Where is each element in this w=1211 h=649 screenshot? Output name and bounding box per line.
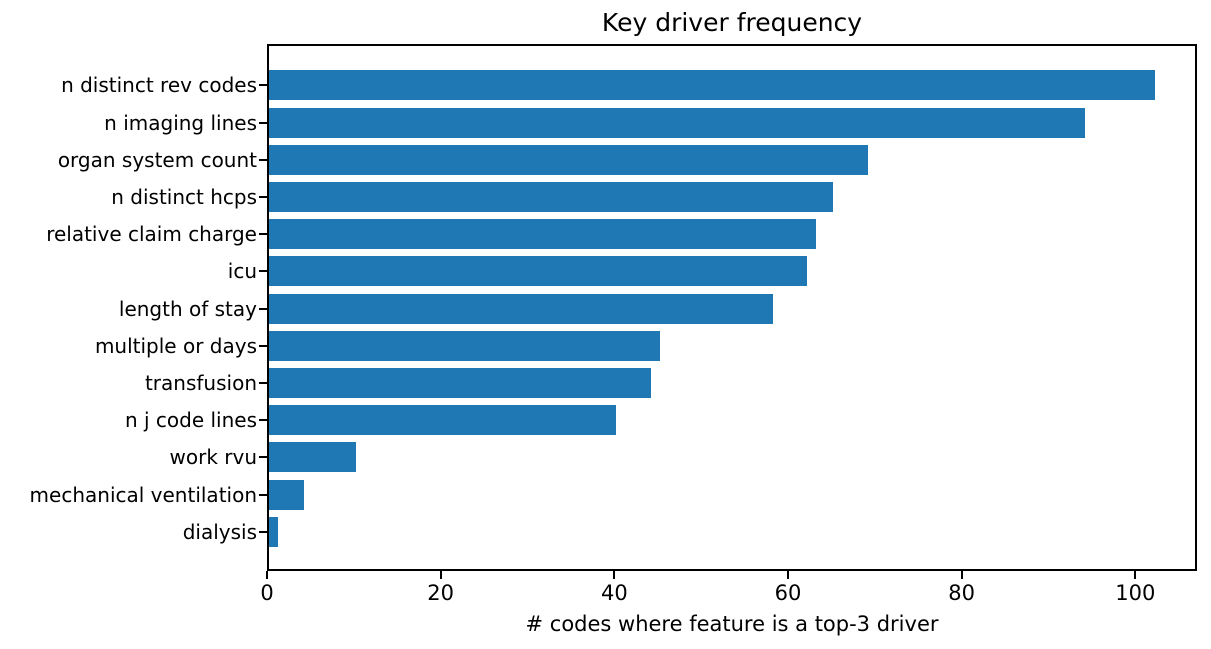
y-tick-mark	[259, 121, 267, 124]
y-tick-label: mechanical ventilation	[29, 482, 257, 507]
y-tick-mark	[259, 307, 267, 310]
bar-n-distinct-hcps	[269, 181, 834, 212]
bar-organ-system-count	[269, 144, 869, 175]
bar-mechanical-ventilation	[269, 479, 304, 510]
y-tick-label: organ system count	[57, 147, 257, 172]
y-tick-label: length of stay	[118, 296, 257, 321]
x-tick-label: 20	[427, 581, 455, 605]
bar-dialysis	[269, 516, 278, 547]
bar-n-distinct-rev-codes	[269, 70, 1155, 101]
bar-n-j-code-lines	[269, 405, 617, 436]
x-tick-label: 60	[774, 581, 802, 605]
x-tick-mark	[960, 571, 963, 579]
y-tick-mark	[259, 195, 267, 198]
bar-work-rvu	[269, 442, 356, 473]
bar-n-imaging-lines	[269, 107, 1086, 138]
y-tick-label: dialysis	[182, 519, 257, 544]
y-tick-mark	[259, 530, 267, 533]
x-tick-label: 40	[600, 581, 628, 605]
y-tick-label: n imaging lines	[104, 110, 257, 135]
y-tick-mark	[259, 419, 267, 422]
x-tick-mark	[266, 571, 268, 579]
x-tick-mark	[787, 571, 789, 579]
x-tick-label: 100	[1115, 581, 1156, 605]
x-axis-label: # codes where feature is a top-3 driver	[525, 612, 939, 636]
chart-title: Key driver frequency	[601, 8, 863, 37]
y-tick-label: relative claim charge	[46, 222, 257, 247]
y-tick-mark	[259, 344, 267, 347]
bar-transfusion	[269, 367, 652, 398]
y-tick-mark	[259, 270, 267, 273]
y-tick-label: icu	[227, 259, 257, 284]
y-tick-label: n distinct rev codes	[61, 73, 257, 98]
x-tick-label: 0	[260, 581, 274, 605]
y-tick-mark	[259, 233, 267, 236]
y-tick-mark	[259, 158, 267, 161]
bar-length-of-stay	[269, 293, 773, 324]
plot-area	[267, 44, 1197, 571]
x-tick-mark	[439, 571, 442, 579]
bar-icu	[269, 256, 808, 287]
y-tick-label: n j code lines	[124, 408, 257, 433]
x-tick-mark	[613, 571, 616, 579]
y-tick-mark	[259, 381, 267, 384]
y-tick-label: work rvu	[169, 445, 258, 470]
y-tick-label: multiple or days	[94, 333, 257, 358]
x-tick-mark	[1134, 571, 1137, 579]
y-tick-mark	[259, 456, 267, 459]
y-tick-mark	[259, 84, 267, 87]
y-tick-mark	[259, 493, 267, 496]
bar-multiple-or-days	[269, 330, 660, 361]
y-tick-label: n distinct hcps	[111, 184, 257, 209]
x-tick-label: 80	[948, 581, 976, 605]
y-tick-label: transfusion	[144, 370, 257, 395]
bar-relative-claim-charge	[269, 219, 817, 250]
